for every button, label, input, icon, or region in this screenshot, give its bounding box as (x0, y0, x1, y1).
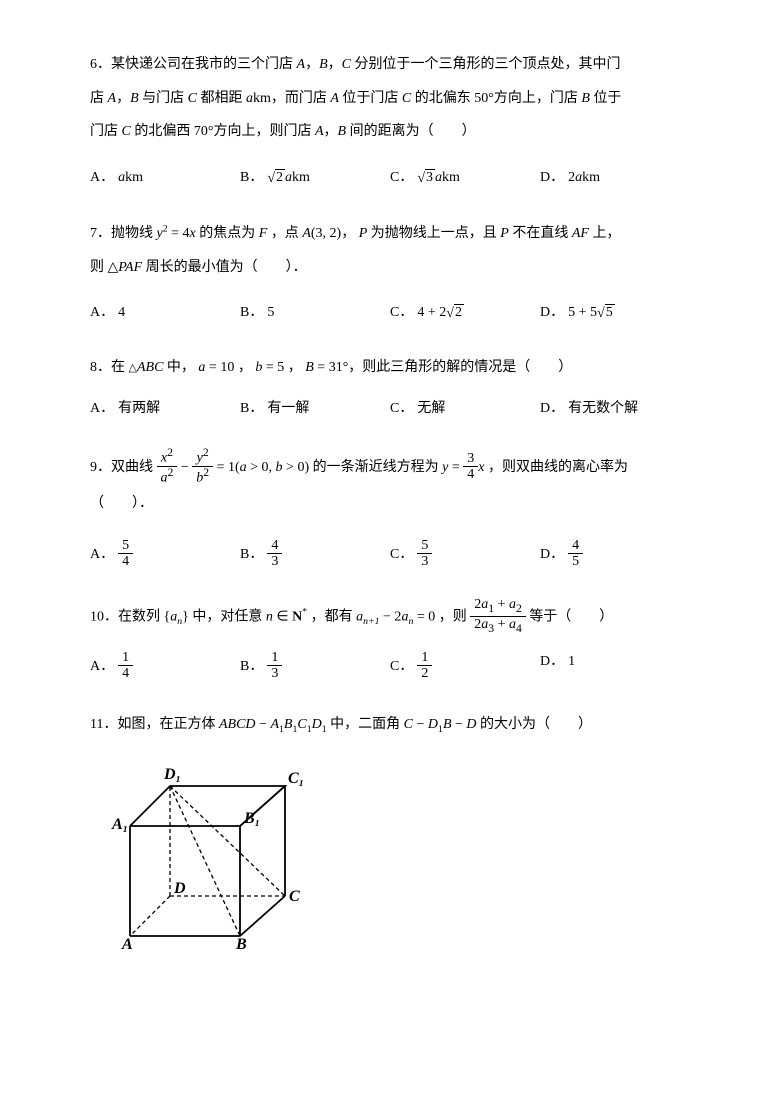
q9-options: A．54 B．43 C．53 D．45 (90, 539, 690, 571)
q10-opt-d[interactable]: D．1 (540, 651, 690, 683)
q7-opt-b[interactable]: B．5 (240, 302, 390, 324)
q10-opt-a[interactable]: A．14 (90, 651, 240, 683)
q9-opt-b[interactable]: B．43 (240, 539, 390, 571)
question-7: 7．抛物线 y2 = 4x 的焦点为 F ，点 A(3, 2)， P 为抛物线上… (90, 217, 690, 325)
q10-stem: 10．在数列 {an} 中，对任意 n ∈ N* ，都有 an+1 − 2an … (90, 598, 690, 636)
svg-text:B: B (235, 936, 247, 951)
q9-stem: 9．双曲线 x2a2 − y2b2 = 1(a > 0, b > 0) 的一条渐… (90, 448, 690, 521)
q10-opt-c[interactable]: C．12 (390, 651, 540, 683)
q8-opt-a[interactable]: A．有两解 (90, 398, 240, 420)
q6-opt-a[interactable]: A．akm (90, 167, 240, 189)
q6-options: A．akm B．2akm C．3akm D．2akm (90, 167, 690, 189)
q9-opt-c[interactable]: C．53 (390, 539, 540, 571)
question-11: 11．如图，在正方体 ABCD − A1B1C1D1 中，二面角 C − D1B… (90, 710, 690, 959)
q9-opt-a[interactable]: A．54 (90, 539, 240, 571)
q8-options: A．有两解 B．有一解 C．无解 D．有无数个解 (90, 398, 690, 420)
question-9: 9．双曲线 x2a2 − y2b2 = 1(a > 0, b > 0) 的一条渐… (90, 448, 690, 570)
svg-text:D: D (173, 880, 186, 897)
q7-options: A．4 B．5 C．4 + 22 D．5 + 55 (90, 302, 690, 324)
q10-options: A．14 B．13 C．12 D．1 (90, 651, 690, 683)
q10-opt-b[interactable]: B．13 (240, 651, 390, 683)
svg-text:B₁: B₁ (243, 810, 260, 827)
q8-opt-c[interactable]: C．无解 (390, 398, 540, 420)
svg-text:A: A (121, 936, 133, 951)
q6-opt-c[interactable]: C．3akm (390, 167, 540, 189)
q7-opt-d[interactable]: D．5 + 55 (540, 302, 690, 324)
svg-text:D₁: D₁ (163, 766, 181, 783)
q8-opt-b[interactable]: B．有一解 (240, 398, 390, 420)
q11-figure: D₁ C₁ A₁ B₁ D C A B (110, 761, 690, 959)
q8-opt-d[interactable]: D．有无数个解 (540, 398, 690, 420)
q6-num: 6 (90, 57, 97, 72)
svg-text:C: C (289, 888, 300, 905)
q6-opt-d[interactable]: D．2akm (540, 167, 690, 189)
svg-text:A₁: A₁ (111, 816, 128, 833)
question-10: 10．在数列 {an} 中，对任意 n ∈ N* ，都有 an+1 − 2an … (90, 598, 690, 682)
svg-text:C₁: C₁ (288, 770, 304, 787)
question-6: 6．某快递公司在我市的三个门店 A，B，C 分别位于一个三角形的三个顶点处，其中… (90, 48, 690, 189)
q6-opt-b[interactable]: B．2akm (240, 167, 390, 189)
q8-stem: 8．在 △ABC 中， a = 10 ， b = 5 ， B = 31°，则此三… (90, 353, 690, 384)
q11-stem: 11．如图，在正方体 ABCD − A1B1C1D1 中，二面角 C − D1B… (90, 710, 690, 741)
q9-opt-d[interactable]: D．45 (540, 539, 690, 571)
q7-stem: 7．抛物线 y2 = 4x 的焦点为 F ，点 A(3, 2)， P 为抛物线上… (90, 217, 690, 284)
question-8: 8．在 △ABC 中， a = 10 ， b = 5 ， B = 31°，则此三… (90, 353, 690, 420)
cube-diagram: D₁ C₁ A₁ B₁ D C A B (110, 761, 310, 951)
q7-opt-c[interactable]: C．4 + 22 (390, 302, 540, 324)
q6-stem: 6．某快递公司在我市的三个门店 A，B，C 分别位于一个三角形的三个顶点处，其中… (90, 48, 690, 149)
q7-opt-a[interactable]: A．4 (90, 302, 240, 324)
